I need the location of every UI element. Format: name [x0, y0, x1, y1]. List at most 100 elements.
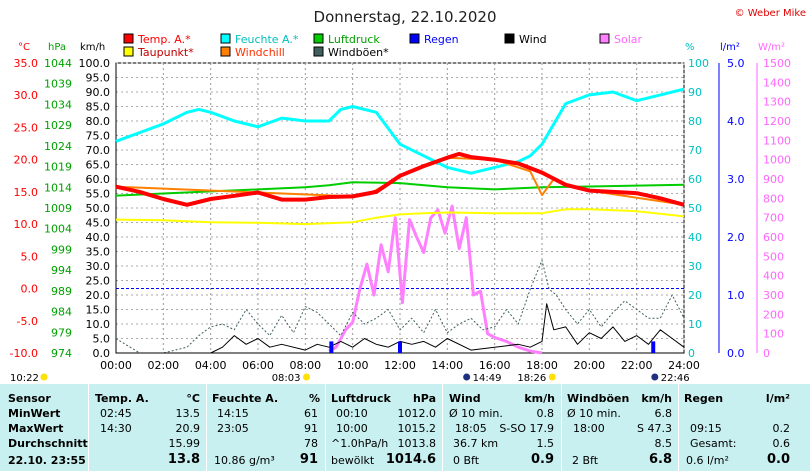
sunset-marker: [548, 373, 556, 381]
rain-bar: [651, 341, 656, 353]
humidity-tick-label: 30: [688, 260, 702, 273]
wind-tick-label: 60.0: [86, 173, 111, 186]
legend-swatch: [123, 46, 134, 57]
humidity-series-line: [115, 87, 685, 175]
unit-rain: l/m²: [720, 42, 740, 53]
min-wind-value: 0.8: [536, 407, 555, 420]
rain-tick-label: 1.0: [727, 289, 745, 302]
legend-swatch: [220, 46, 231, 57]
rain-total-label: Gesamt:: [690, 437, 737, 450]
rain-bar: [398, 341, 402, 353]
wind-tick-label: 45.0: [86, 217, 111, 230]
row-label-max: MaxWert: [8, 422, 64, 435]
max-gust-value: S 47.3: [637, 422, 672, 435]
rain-tick-label: 3.0: [727, 173, 745, 186]
solar-series-line: [328, 204, 543, 355]
chart-title: Donnerstag, 22.10.2020: [314, 8, 497, 26]
sunset-time: 18:26: [517, 373, 546, 384]
solar-tick-label: 1400: [763, 76, 791, 89]
temp-tick-label: -10.0: [10, 347, 38, 360]
humidity-tick-label: 80: [688, 115, 702, 128]
temp-tick-label: 10.0: [14, 218, 39, 231]
x-tick-label: 12:00: [384, 359, 416, 372]
max-temp-value: 20.9: [175, 422, 201, 435]
gust-beaufort: 2 Bft: [572, 454, 599, 467]
wind-run: 36.7 km: [453, 437, 499, 450]
min-temp-value: 13.5: [175, 407, 201, 420]
rain-today: 0.6 l/m²: [686, 454, 729, 467]
max-wind-time: 18:05: [455, 422, 487, 435]
humidity-tick-label: 10: [688, 318, 702, 331]
unit-humidity: %: [685, 42, 695, 53]
statistics-table: [0, 384, 810, 471]
unit-solar: W/m²: [758, 42, 785, 53]
humidity-tick-label: 60: [688, 173, 702, 186]
x-tick-label: 22:00: [621, 359, 653, 372]
sun-moon-events: 08:03 18:26 14:49 22:46 10:22: [10, 373, 690, 384]
max-rain-time: 09:15: [690, 422, 722, 435]
pressure-tick-label: 1009: [44, 202, 72, 215]
pressure-trend: ^1.0hPa/h: [331, 437, 389, 450]
legend-label: Windböen*: [328, 46, 389, 59]
max-wind-value: S-SO 17.9: [499, 422, 554, 435]
x-tick-label: 06:00: [242, 359, 274, 372]
legend-label: Solar: [614, 33, 643, 46]
current-temp-value: 13.8: [167, 452, 200, 467]
solar-tick-label: 200: [763, 308, 784, 321]
temp-tick-label: 15.0: [14, 186, 39, 199]
legend-swatch: [599, 33, 610, 44]
avg-temp-value: 15.99: [168, 437, 201, 450]
temp-tick-label: 5.0: [21, 250, 39, 263]
wind-tick-label: 70.0: [86, 144, 111, 157]
solar-tick-label: 0: [763, 347, 770, 360]
pressure-tick-label: 1014: [44, 181, 72, 194]
max-hum-value: 91: [304, 422, 318, 435]
moonrise-marker: [463, 373, 471, 381]
pressure-tick-label: 989: [51, 285, 72, 298]
table-divider: [88, 384, 89, 471]
axes: 35.030.025.020.015.010.05.00.0-5.0-10.01…: [10, 57, 791, 372]
unit-pressure: hPa: [48, 42, 66, 53]
solar-tick-label: 1200: [763, 115, 791, 128]
previous-moon-marker: [40, 373, 48, 381]
rain-tick-label: 4.0: [727, 115, 745, 128]
pressure-tick-label: 1044: [44, 57, 72, 70]
solar-tick-label: 400: [763, 270, 784, 283]
solar-tick-label: 1000: [763, 154, 791, 167]
avg-wind-value: 1.5: [536, 437, 555, 450]
solar-tick-label: 1100: [763, 134, 791, 147]
legend-label: Windchill: [235, 46, 285, 59]
wind-tick-label: 0.0: [93, 347, 111, 360]
legend-label: Taupunkt*: [137, 46, 194, 59]
temp-tick-label: 30.0: [14, 89, 39, 102]
row-label-avg: Durchschnitt: [8, 437, 88, 450]
wind-tick-label: 30.0: [86, 260, 111, 273]
table-header-rain-unit: l/m²: [765, 392, 790, 405]
row-label-min: MinWert: [8, 407, 61, 420]
data-series: [115, 87, 685, 355]
pressure-tick-label: 994: [51, 264, 72, 277]
rain-bar: [329, 341, 334, 353]
gust-series-line: [115, 259, 685, 354]
avg-gust-value: 8.5: [654, 437, 673, 450]
sunrise-marker: [303, 373, 311, 381]
x-tick-label: 02:00: [147, 359, 179, 372]
x-tick-label: 04:00: [195, 359, 227, 372]
solar-tick-label: 1500: [763, 57, 791, 70]
max-press-value: 1015.2: [397, 422, 437, 435]
table-header-sensor: Sensor: [8, 392, 51, 405]
table-header-pressure-unit: hPa: [412, 392, 436, 405]
pressure-tick-label: 1034: [44, 98, 72, 111]
wind-tick-label: 40.0: [86, 231, 111, 244]
min-hum-time: 14:15: [217, 407, 249, 420]
weather-state: bewölkt: [331, 454, 375, 467]
table-header-wind-unit: km/h: [524, 392, 555, 405]
legend-swatch: [409, 33, 420, 44]
legend-swatch: [504, 33, 515, 44]
current-timestamp: 22.10. 23:55: [8, 454, 86, 467]
min-press-value: 1012.0: [397, 407, 437, 420]
pressure-tick-label: 1024: [44, 140, 72, 153]
pressure-tick-label: 979: [51, 326, 72, 339]
solar-tick-label: 100: [763, 328, 784, 341]
legend-label: Feuchte A.*: [235, 33, 299, 46]
